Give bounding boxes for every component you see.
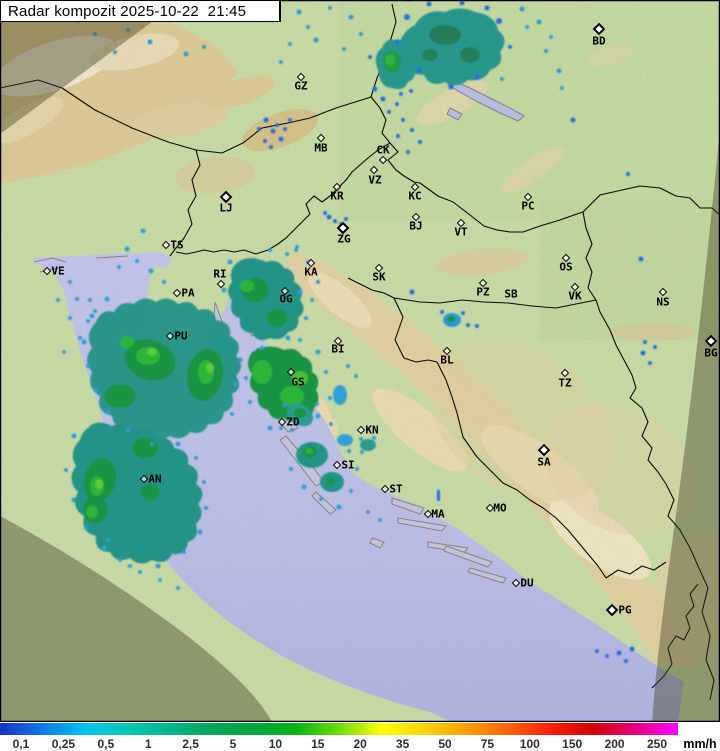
city-label-kr: KR	[330, 189, 344, 203]
city-label-pg: PG	[618, 603, 632, 617]
legend-value-6: 10	[268, 737, 283, 751]
legend-value-1: 0,25	[51, 737, 76, 751]
radar-map-svg	[0, 0, 720, 722]
city-label-pz: PZ	[476, 285, 490, 299]
city-label-si: SI	[341, 458, 355, 472]
city-label-lj: LJ	[219, 201, 233, 215]
city-label-kn: KN	[365, 423, 379, 437]
legend-value-8: 20	[353, 737, 367, 751]
city-label-bi: BI	[331, 342, 345, 356]
city-label-pc: PC	[521, 199, 535, 213]
city-label-mo: MO	[493, 501, 507, 515]
city-label-zg: ZG	[337, 232, 351, 246]
legend-value-11: 75	[480, 737, 495, 751]
legend-value-10: 50	[438, 737, 452, 751]
city-label-mb: MB	[314, 141, 328, 155]
city-label-ns: NS	[656, 295, 670, 309]
city-label-bj: BJ	[409, 219, 423, 233]
city-label-sk: SK	[372, 270, 386, 284]
city-label-bd: BD	[592, 34, 606, 48]
legend-value-7: 15	[311, 737, 325, 751]
city-label-du: DU	[520, 576, 534, 590]
city-label-ri: RI	[213, 267, 227, 281]
city-label-ts: TS	[170, 238, 184, 252]
city-label-tz: TZ	[558, 376, 572, 390]
city-label-ma: MA	[431, 507, 445, 521]
city-label-os: OS	[559, 260, 573, 274]
city-label-an: AN	[148, 472, 162, 486]
city-label-sb: SB	[504, 287, 518, 301]
city-label-og: OG	[279, 292, 293, 306]
legend-value-0: 0,1	[12, 737, 30, 751]
city-label-pa: PA	[181, 286, 195, 300]
title-bar: Radar kompozit 2025-10-22 21:45	[0, 0, 281, 22]
city-label-bg: BG	[704, 346, 718, 360]
map-title: Radar kompozit 2025-10-22 21:45	[8, 2, 247, 20]
legend-unit-label: mm/h	[683, 737, 717, 751]
legend-value-14: 200	[604, 737, 625, 751]
city-label-pu: PU	[174, 329, 188, 343]
city-label-gz: GZ	[294, 79, 308, 93]
city-label-zd: ZD	[286, 415, 300, 429]
precipitation-legend: 0,1 0,25 0,5 1 2,5 5 10 15 20 35 50 75 100 150 200 250 …	[0, 722, 720, 751]
city-label-gs: GS	[291, 375, 305, 389]
legend-value-9: 35	[395, 737, 410, 751]
radar-map-image: GZ BD MB CK VZ KR KC LJ BJ ZG VT PC TS OS VE KA RI SK PA OG…	[0, 0, 720, 722]
city-label-st: ST	[389, 482, 403, 496]
city-label-vz: VZ	[368, 173, 382, 187]
city-label-sa: SA	[537, 455, 551, 469]
legend-value-12: 100	[519, 737, 540, 751]
city-label-ka: KA	[304, 265, 318, 279]
city-label-vk: VK	[568, 289, 582, 303]
legend-value-5: 5	[229, 737, 237, 751]
city-label-ve: VE	[51, 264, 65, 278]
city-label-vt: VT	[454, 225, 468, 239]
legend-value-15: 250	[646, 737, 668, 751]
legend-value-2: 0,5	[97, 737, 115, 751]
city-label-bl: BL	[440, 353, 454, 367]
legend-value-13: 150	[562, 737, 583, 751]
city-label-kc: KC	[408, 189, 422, 203]
city-label-ck: CK	[376, 143, 390, 157]
legend-value-4: 2,5	[182, 737, 199, 751]
legend-color-bar	[0, 723, 678, 735]
legend-value-3: 1	[144, 737, 152, 751]
